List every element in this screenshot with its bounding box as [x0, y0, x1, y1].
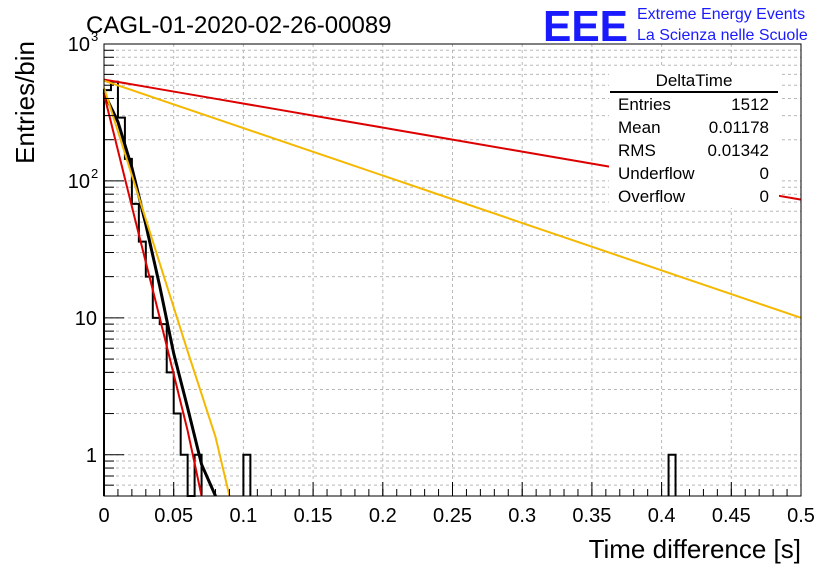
stats-row-value: 0: [760, 187, 769, 206]
y-tick-label: 1: [86, 445, 97, 467]
x-tick-label: 0.35: [572, 505, 611, 527]
x-axis-label: Time difference [s]: [589, 534, 801, 564]
run-title: CAGL-01-2020-02-26-00089: [86, 12, 392, 39]
y-tick-label: 10: [68, 34, 90, 56]
x-tick-label: 0.5: [787, 505, 815, 527]
y-tick-exponent: 3: [91, 29, 98, 44]
y-tick-exponent: 2: [91, 166, 98, 181]
fit-curve: [103, 87, 231, 497]
logo-eee: EEE: [543, 2, 628, 51]
x-tick-label: 0: [98, 505, 109, 527]
fit-curve: [102, 92, 217, 497]
stats-row-value: 0.01178: [709, 118, 769, 137]
histogram: [103, 80, 677, 497]
x-tick-label: 0.4: [648, 505, 676, 527]
stats-row-value: 0: [760, 164, 769, 183]
x-tick-label: 0.3: [508, 505, 536, 527]
x-tick-label: 0.1: [229, 505, 257, 527]
stats-rows: Entries 1512 Mean 0.01178 RMS 0.01342 Underflo…: [618, 95, 769, 206]
fit-curve: [103, 93, 203, 497]
x-tick-label: 0.45: [712, 505, 751, 527]
y-axis-label: Entries/bin: [10, 41, 40, 164]
ticks: 0 0.05 0.1 0.15 0.2 0.25 0.3 0.35 0.4 0.45 0.5 1 10 1…: [68, 29, 815, 527]
labels: CAGL-01-2020-02-26-00089 EEE Extreme Ene…: [10, 2, 808, 564]
y-tick-label: 10: [75, 308, 97, 330]
stats-row-label: Mean: [618, 118, 661, 137]
stats-title: DeltaTime: [656, 71, 733, 90]
x-tick-label: 0.25: [433, 505, 472, 527]
x-tick-label: 0.15: [294, 505, 333, 527]
stats-box: DeltaTime Entries 1512 Mean 0.01178 RMS 0.013…: [609, 68, 779, 208]
x-tick-label: 0.2: [369, 505, 397, 527]
stats-row-value: 0.01342: [708, 141, 769, 160]
logo-line1: Extreme Energy Events: [637, 6, 805, 23]
stats-row-label: Underflow: [618, 164, 695, 183]
stats-row-label: Overflow: [618, 187, 686, 206]
histogram-outline: [103, 80, 677, 497]
grid: [104, 44, 801, 496]
y-tick-label: 10: [68, 171, 90, 193]
stats-row-label: Entries: [618, 95, 671, 114]
x-tick-label: 0.05: [154, 505, 193, 527]
fit-curve: [103, 79, 802, 319]
stats-row-value: 1512: [731, 95, 769, 114]
logo-line2: La Scienza nelle Scuole: [637, 27, 808, 44]
stats-row-label: RMS: [618, 141, 656, 160]
